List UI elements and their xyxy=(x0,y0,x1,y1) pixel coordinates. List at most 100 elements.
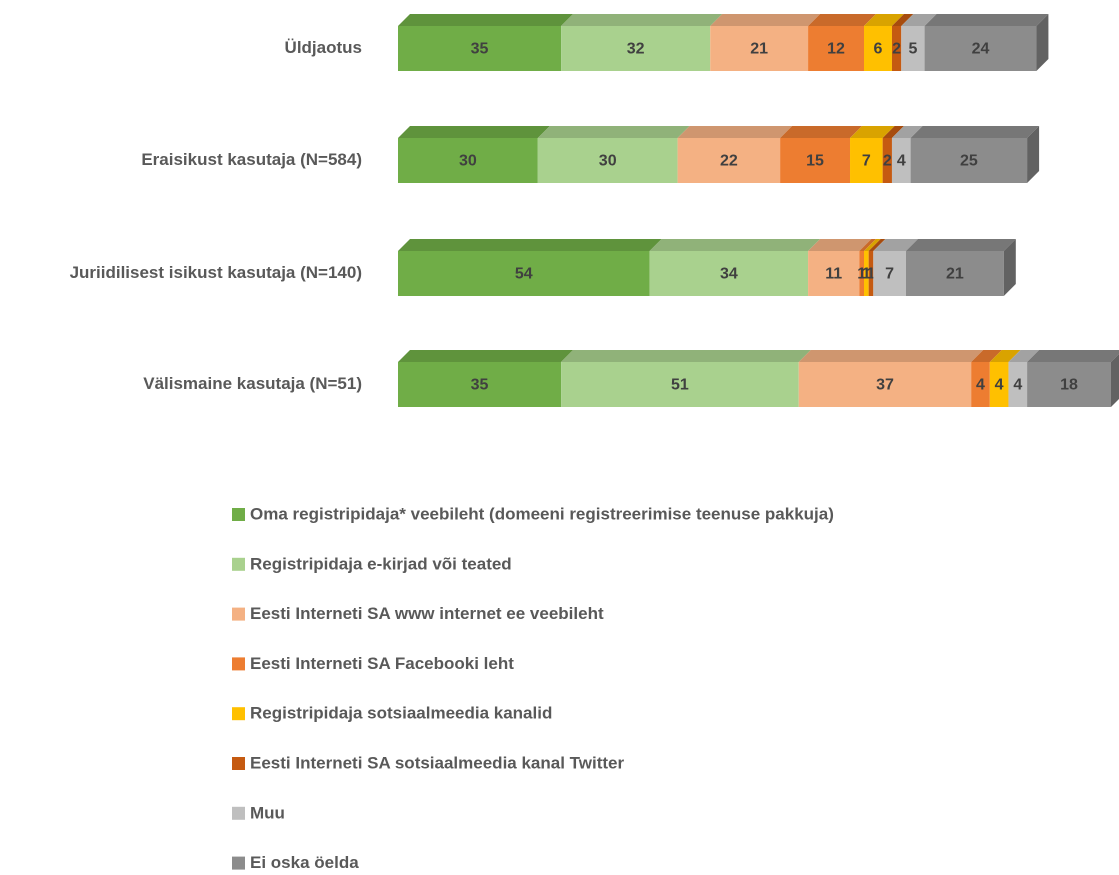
value-label: 51 xyxy=(671,377,689,394)
value-label: 7 xyxy=(885,266,894,283)
value-label: 32 xyxy=(627,41,645,58)
bar-top xyxy=(398,239,662,251)
bar-side xyxy=(1003,239,1016,296)
bar-top xyxy=(398,126,550,138)
bar-segment xyxy=(710,26,809,71)
value-label: 30 xyxy=(599,153,617,170)
category-label: Juriidilisest isikust kasutaja (N=140) xyxy=(70,263,362,282)
bar-side xyxy=(1036,14,1049,71)
bar-side xyxy=(1027,126,1040,183)
bar-segment xyxy=(924,26,1037,71)
bar-segment xyxy=(850,138,883,183)
bar-segment xyxy=(808,26,864,71)
value-label: 30 xyxy=(459,153,477,170)
bar-segment xyxy=(1027,362,1111,407)
bar-top xyxy=(901,14,937,26)
legend-label: Registripidaja e-kirjad või teated xyxy=(250,554,512,573)
legend-swatch xyxy=(232,757,245,770)
value-label: 7 xyxy=(862,153,871,170)
bar-segment xyxy=(398,251,650,296)
value-label: 25 xyxy=(960,153,978,170)
bar-top xyxy=(649,239,821,251)
value-label: 4 xyxy=(1013,377,1022,394)
legend-swatch xyxy=(232,707,245,721)
bar-segment xyxy=(561,26,711,71)
legend-swatch xyxy=(232,657,245,671)
value-label: 34 xyxy=(720,266,738,283)
bar-segment xyxy=(891,138,911,183)
value-label: 37 xyxy=(876,377,894,394)
category-label: Üldjaotus xyxy=(285,38,362,57)
value-label: 2 xyxy=(883,153,892,170)
value-label: 21 xyxy=(946,266,964,283)
bar-top xyxy=(868,239,886,251)
category-label: Välismaine kasutaja (N=51) xyxy=(143,374,362,393)
bar-segment xyxy=(859,251,864,296)
bar-segment xyxy=(561,362,799,407)
bar-top xyxy=(398,14,574,26)
value-label: 21 xyxy=(750,41,768,58)
bar-top xyxy=(710,14,821,26)
bar-top xyxy=(1027,350,1119,362)
bar-top xyxy=(971,350,1002,362)
legend-label: Oma registripidaja* veebileht (domeeni r… xyxy=(250,504,834,523)
value-label: 12 xyxy=(827,41,845,58)
legend-label: Eesti Interneti SA sotsiaalmeedia kanal … xyxy=(250,753,625,772)
value-label: 4 xyxy=(976,377,985,394)
bar-top xyxy=(561,14,723,26)
bar-top xyxy=(864,239,881,251)
bar-top xyxy=(910,126,1040,138)
bar-top xyxy=(808,239,872,251)
bar-segment xyxy=(1008,362,1028,407)
legend-label: Ei oska öelda xyxy=(250,853,359,872)
legend-swatch xyxy=(232,856,245,870)
bar-top xyxy=(1008,350,1040,362)
bar-top xyxy=(780,126,863,138)
bar-top xyxy=(864,14,904,26)
bar-top xyxy=(537,126,690,138)
bar-top xyxy=(398,350,574,362)
bar-segment xyxy=(808,251,860,296)
bar-top xyxy=(808,14,876,26)
bar-top xyxy=(905,239,1016,251)
value-label: 15 xyxy=(806,153,824,170)
value-label: 6 xyxy=(874,41,883,58)
value-label: 1 xyxy=(867,266,876,283)
bar-segment xyxy=(398,138,538,183)
bar-top xyxy=(891,14,914,26)
value-label: 4 xyxy=(897,153,906,170)
bar-segment xyxy=(649,251,809,296)
bar-side xyxy=(1110,353,1119,407)
bar-segment xyxy=(905,251,1004,296)
value-label: 5 xyxy=(908,41,917,58)
value-label: 11 xyxy=(825,266,842,283)
bar-segment xyxy=(910,138,1028,183)
bar-segment xyxy=(780,138,851,183)
bar-top xyxy=(873,239,918,251)
legend-swatch xyxy=(232,508,245,521)
bar-top xyxy=(924,14,1049,26)
legend-swatch xyxy=(232,806,245,820)
bar-top xyxy=(882,126,904,138)
legend-swatch xyxy=(232,607,245,621)
value-label: 22 xyxy=(720,153,738,170)
bar-segment xyxy=(864,251,869,296)
legend-label: Eesti Interneti SA www internet ee veebi… xyxy=(250,604,604,623)
bar-segment xyxy=(989,362,1009,407)
bar-top xyxy=(891,126,923,138)
bar-segment xyxy=(398,362,562,407)
bar-segment xyxy=(864,26,892,71)
value-label: 18 xyxy=(1060,377,1078,394)
bar-segment xyxy=(677,138,781,183)
bar-segment xyxy=(873,251,906,296)
bar-segment xyxy=(882,138,892,183)
legend-label: Eesti Interneti SA Facebooki leht xyxy=(250,654,514,673)
value-label: 54 xyxy=(515,266,533,283)
bar-top xyxy=(850,126,895,138)
bar-segment xyxy=(537,138,678,183)
category-label: Eraisikust kasutaja (N=584) xyxy=(141,150,362,169)
bar-segment xyxy=(971,362,990,407)
value-label: 35 xyxy=(471,41,489,58)
bar-segment xyxy=(901,26,925,71)
bar-top xyxy=(989,350,1021,362)
